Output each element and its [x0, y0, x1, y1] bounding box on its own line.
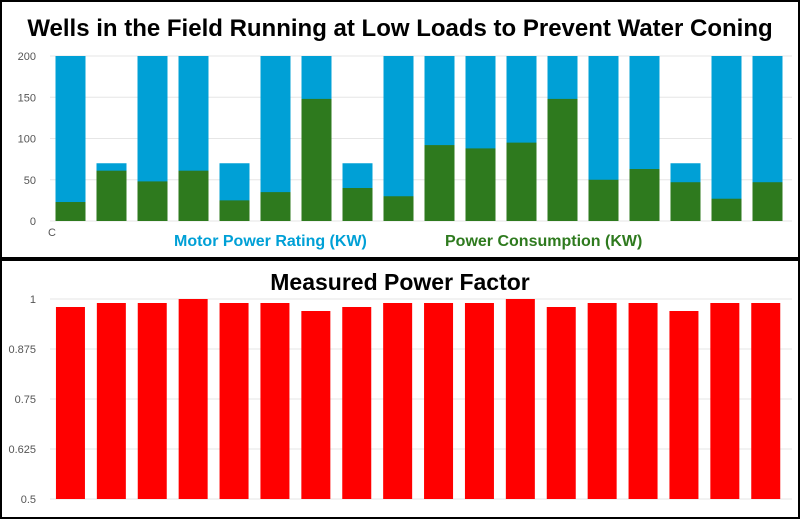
bar-power-consumption — [629, 169, 660, 221]
bar-power-consumption — [55, 202, 86, 221]
bar-power-factor — [96, 303, 126, 499]
wells-load-chart: 0 50 100 150 200 C — [18, 51, 792, 239]
wells-chart-title: Wells in the Field Running at Low Loads … — [27, 15, 773, 42]
bar-power-consumption — [711, 198, 742, 221]
bar-power-consumption — [383, 196, 414, 221]
bar-power-factor — [464, 303, 494, 499]
bar-power-factor — [219, 303, 249, 499]
bar-power-factor — [628, 303, 658, 499]
bar-power-consumption — [260, 192, 291, 221]
bar-power-factor — [260, 303, 290, 499]
bar-power-consumption — [670, 182, 701, 221]
y-tick-label: 0.5 — [21, 494, 36, 506]
y-tick-label: 0.75 — [15, 394, 36, 406]
bar-power-consumption — [752, 182, 783, 221]
bar-power-factor — [137, 303, 167, 499]
bar-power-factor — [178, 299, 208, 499]
legend-power-consumption: Power Consumption (KW) — [445, 233, 643, 250]
wells-load-chart-panel: Wells in the Field Running at Low Loads … — [2, 2, 798, 257]
bar-power-factor — [301, 311, 331, 499]
bar-power-factor — [751, 303, 781, 499]
y-tick-label: 1 — [30, 294, 36, 306]
legend-motor-power-rating: Motor Power Rating (KW) — [174, 233, 367, 250]
bar-power-consumption — [588, 179, 619, 221]
bar-power-consumption — [219, 200, 250, 221]
power-factor-chart: 0.5 0.625 0.75 0.875 1 — [8, 294, 792, 506]
bar-power-factor — [55, 307, 85, 499]
y-tick-label: 50 — [24, 175, 36, 187]
bar-power-factor — [505, 299, 535, 499]
bar-power-consumption — [424, 145, 455, 221]
y-tick-label: 0 — [30, 216, 36, 228]
bar-power-consumption — [465, 148, 496, 221]
y-tick-label: 0.625 — [8, 444, 36, 456]
bar-power-factor — [342, 307, 372, 499]
bar-power-consumption — [178, 170, 209, 221]
bar-power-factor — [710, 303, 740, 499]
y-tick-label: 100 — [18, 134, 36, 146]
bar-power-consumption — [547, 98, 578, 221]
power-factor-chart-panel: Measured Power Factor 0.5 0.625 0.75 0.875 1 — [2, 261, 798, 517]
power-factor-chart-title: Measured Power Factor — [270, 269, 530, 295]
bar-power-factor — [669, 311, 699, 499]
bar-motor-power-rating — [55, 56, 86, 221]
y-tick-label: 0.875 — [8, 344, 36, 356]
bar-power-factor — [546, 307, 576, 499]
bar-power-consumption — [301, 98, 332, 221]
bar-motor-power-rating — [383, 56, 414, 221]
x-tick-label: C — [48, 227, 56, 239]
bar-power-factor — [587, 303, 617, 499]
bar-power-factor — [424, 303, 454, 499]
bar-motor-power-rating — [711, 56, 742, 221]
y-tick-label: 150 — [18, 92, 36, 104]
bar-power-consumption — [96, 170, 127, 221]
bar-power-factor — [383, 303, 413, 499]
bar-power-consumption — [342, 188, 373, 221]
y-tick-label: 200 — [18, 51, 36, 63]
bar-power-consumption — [506, 142, 537, 221]
bar-power-consumption — [137, 181, 168, 221]
